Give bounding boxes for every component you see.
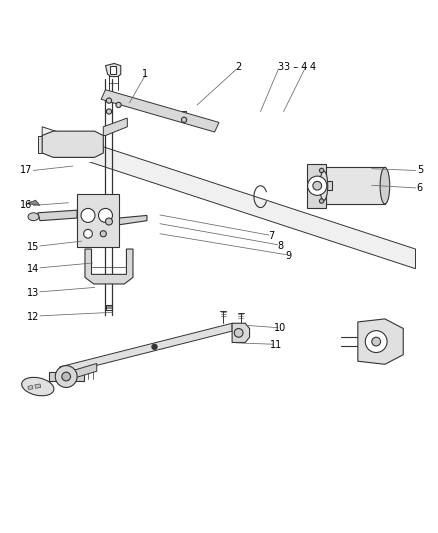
- Circle shape: [106, 218, 113, 225]
- Polygon shape: [35, 384, 41, 389]
- Circle shape: [55, 366, 77, 387]
- Polygon shape: [27, 200, 40, 205]
- Polygon shape: [71, 364, 97, 379]
- Circle shape: [372, 337, 381, 346]
- Polygon shape: [38, 135, 42, 153]
- Circle shape: [106, 98, 112, 103]
- Text: 2: 2: [236, 61, 242, 71]
- Polygon shape: [42, 127, 416, 269]
- Circle shape: [319, 168, 324, 173]
- Polygon shape: [106, 63, 121, 77]
- Polygon shape: [119, 215, 147, 225]
- Circle shape: [84, 229, 92, 238]
- Text: 15: 15: [27, 242, 39, 252]
- Circle shape: [181, 117, 187, 123]
- Polygon shape: [101, 90, 219, 132]
- Polygon shape: [53, 157, 92, 161]
- Polygon shape: [232, 323, 250, 343]
- Text: 8: 8: [277, 240, 283, 251]
- Polygon shape: [110, 66, 117, 74]
- Polygon shape: [38, 210, 77, 221]
- Circle shape: [81, 208, 95, 222]
- Circle shape: [313, 181, 321, 190]
- Text: 9: 9: [286, 251, 292, 261]
- Text: – 4: – 4: [302, 61, 316, 71]
- Polygon shape: [85, 249, 133, 284]
- Circle shape: [234, 328, 243, 337]
- Text: 7: 7: [268, 231, 275, 241]
- Polygon shape: [358, 319, 403, 364]
- Text: 1: 1: [142, 69, 148, 78]
- Polygon shape: [42, 131, 103, 157]
- Circle shape: [106, 109, 112, 114]
- Text: 11: 11: [270, 340, 282, 350]
- Text: 10: 10: [274, 324, 286, 334]
- Ellipse shape: [28, 213, 39, 221]
- Text: 12: 12: [27, 312, 39, 322]
- Polygon shape: [28, 385, 33, 390]
- Ellipse shape: [380, 167, 390, 204]
- Polygon shape: [75, 372, 84, 381]
- Bar: [324, 167, 385, 204]
- Circle shape: [307, 176, 327, 195]
- Text: 6: 6: [417, 183, 423, 193]
- Text: 3 – 4: 3 – 4: [284, 61, 307, 71]
- Text: 14: 14: [27, 264, 39, 273]
- Text: 3: 3: [277, 61, 283, 71]
- Polygon shape: [77, 195, 119, 247]
- Circle shape: [152, 344, 157, 350]
- Circle shape: [62, 372, 71, 381]
- Polygon shape: [60, 323, 232, 375]
- Ellipse shape: [320, 171, 328, 200]
- Polygon shape: [103, 118, 127, 135]
- Polygon shape: [49, 372, 57, 381]
- Circle shape: [365, 330, 387, 352]
- Text: 17: 17: [20, 165, 32, 175]
- Polygon shape: [307, 164, 332, 207]
- Ellipse shape: [22, 377, 54, 396]
- Circle shape: [116, 102, 121, 108]
- Circle shape: [99, 208, 113, 222]
- Circle shape: [319, 199, 324, 203]
- Text: 16: 16: [20, 200, 32, 211]
- Text: 13: 13: [27, 288, 39, 298]
- Text: 5: 5: [417, 165, 423, 175]
- Circle shape: [100, 231, 106, 237]
